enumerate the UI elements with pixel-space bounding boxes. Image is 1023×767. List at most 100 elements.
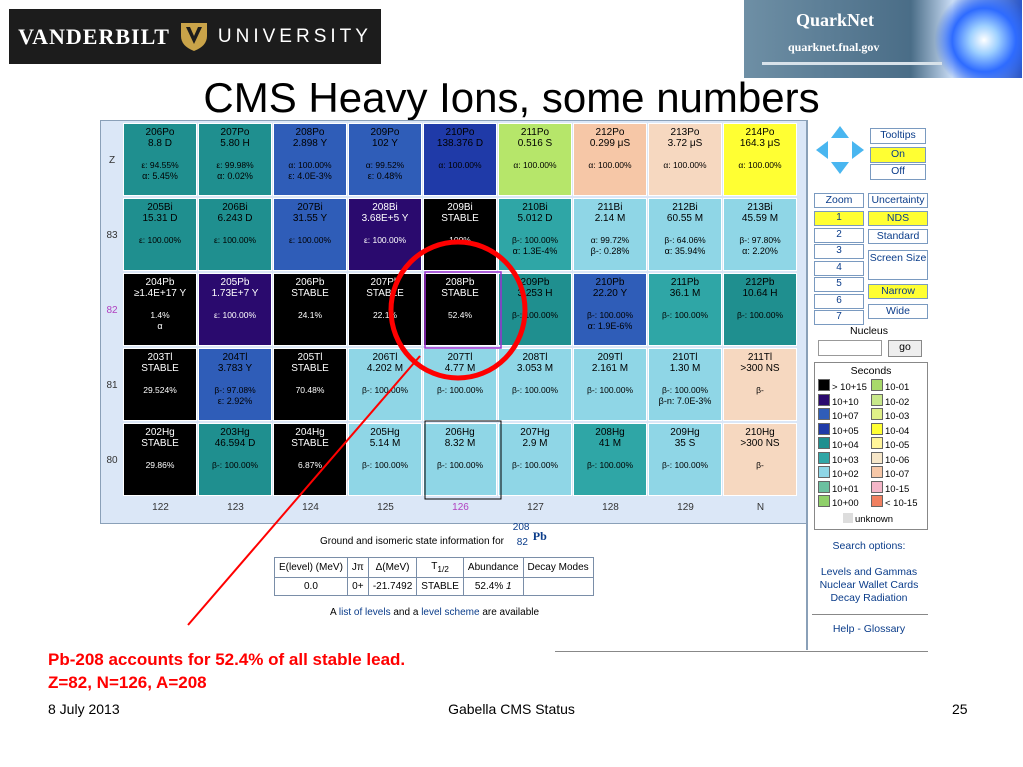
legend-swatch xyxy=(818,480,830,493)
nuclide-cell[interactable]: 209Tl 2.161 M β-: 100.00% xyxy=(573,348,647,421)
nuclide-cell[interactable]: 206Pb STABLE 24.1% xyxy=(273,273,347,346)
nuclide-cell[interactable]: 203Tl STABLE 29.524% xyxy=(123,348,197,421)
legend-item: > 10+15 xyxy=(818,379,867,393)
nuclide-cell[interactable]: 209Po 102 Y α: 99.52% ε: 0.48% xyxy=(348,123,422,196)
nuclide-hl: 3.253 H xyxy=(517,288,553,299)
tooltips-on-button[interactable]: On xyxy=(870,147,926,163)
nuclide-d1: 52.4% xyxy=(447,310,473,320)
legend-swatch xyxy=(818,466,830,478)
nuclide-cell[interactable]: 211Po 0.516 S α: 100.00% xyxy=(498,123,572,196)
nuclide-hl: 3.053 M xyxy=(516,363,554,374)
zoom-level-button[interactable]: 4 xyxy=(814,260,864,276)
nuclide-cell[interactable]: 202Hg STABLE 29.86% xyxy=(123,423,197,496)
nuclide-cell[interactable]: 206Hg 8.32 M β-: 100.00% xyxy=(423,423,497,496)
nuclide-cell[interactable]: 212Po 0.299 μS α: 100.00% xyxy=(573,123,647,196)
column-highlight-box xyxy=(424,420,502,500)
legend-swatch xyxy=(871,466,883,478)
nuclide-cell[interactable]: 207Pb STABLE 22.1% xyxy=(348,273,422,346)
tooltips-off-button[interactable]: Off xyxy=(870,164,926,180)
nuclide-cell[interactable]: 214Po 164.3 μS α: 100.00% xyxy=(723,123,797,196)
nuclide-cell[interactable]: 210Tl 1.30 M β-: 100.00% β-n: 7.0E-3% xyxy=(648,348,722,421)
nuclide-cell[interactable]: 207Hg 2.9 M β-: 100.00% xyxy=(498,423,572,496)
z-label: 83 xyxy=(106,230,118,241)
nuclide-cell[interactable]: 210Bi 5.012 D β-: 100.00% α: 1.3E-4% xyxy=(498,198,572,271)
search-options-label: Search options: xyxy=(832,540,906,552)
quarknet-url: quarknet.fnal.gov xyxy=(788,40,880,54)
nuclide-cell[interactable]: 207Tl 4.77 M β-: 100.00% xyxy=(423,348,497,421)
zoom-level-button[interactable]: 6 xyxy=(814,293,864,309)
nuclide-d1: 6.87% xyxy=(297,460,323,470)
zoom-level-button[interactable]: 1 xyxy=(814,211,864,226)
nuclide-nuc: 209Bi xyxy=(447,202,473,213)
legend-swatch xyxy=(818,379,830,391)
nucleus-input[interactable] xyxy=(818,340,882,356)
narrow-button[interactable]: Narrow xyxy=(868,284,928,299)
nuclide-cell[interactable]: 204Hg STABLE 6.87% xyxy=(273,423,347,496)
nds-button[interactable]: NDS xyxy=(868,211,928,226)
nuclide-cell[interactable]: 210Pb 22.20 Y β-: 100.00% α: 1.9E-6% xyxy=(573,273,647,346)
nuclide-hl: STABLE xyxy=(291,288,329,299)
link-levels-gammas[interactable]: Levels and Gammas xyxy=(820,566,918,578)
pan-arrows-icon[interactable] xyxy=(814,124,866,176)
nuclide-cell[interactable]: 203Hg 46.594 D β-: 100.00% xyxy=(198,423,272,496)
note-line-1: Pb-208 accounts for 52.4% of all stable … xyxy=(48,650,406,669)
nuclide-d2: α: 1.3E-4% xyxy=(512,246,558,256)
nuclide-d1: β-: 100.00% xyxy=(512,235,558,245)
nuclide-nuc: 209Hg xyxy=(670,427,700,438)
footer-date: 8 July 2013 xyxy=(48,701,120,717)
nuclide-cell[interactable]: 211Bi 2.14 M α: 99.72% β-: 0.28% xyxy=(573,198,647,271)
nuclide-cell[interactable]: 205Hg 5.14 M β-: 100.00% xyxy=(348,423,422,496)
nuclide-hl: 15.31 D xyxy=(142,213,178,224)
legend-label: 10-06 xyxy=(885,454,910,466)
nuclide-cell[interactable]: 210Po 138.376 D α: 100.00% xyxy=(423,123,497,196)
nuclide-nuc: 211Tl xyxy=(747,352,773,363)
nuclide-cell[interactable]: 208Po 2.898 Y α: 100.00% ε: 4.0E-3% xyxy=(273,123,347,196)
nuclide-hl: 1.73E+7 Y xyxy=(211,288,259,299)
nuclide-cell[interactable]: 213Po 3.72 μS α: 100.00% xyxy=(648,123,722,196)
nuclide-nuc: 206Hg xyxy=(445,427,475,438)
nuclide-cell[interactable]: 205Bi 15.31 D ε: 100.00% xyxy=(123,198,197,271)
nuclide-cell[interactable]: 212Pb 10.64 H β-: 100.00% xyxy=(723,273,797,346)
nuclide-cell[interactable]: 207Bi 31.55 Y ε: 100.00% xyxy=(273,198,347,271)
nuclide-cell[interactable]: 211Pb 36.1 M β-: 100.00% xyxy=(648,273,722,346)
nuclide-hl: 6.243 D xyxy=(217,213,253,224)
nuclide-cell[interactable]: 208Tl 3.053 M β-: 100.00% xyxy=(498,348,572,421)
nuclide-cell[interactable]: 204Tl 3.783 Y β-: 97.08% ε: 2.92% xyxy=(198,348,272,421)
zoom-level-button[interactable]: 3 xyxy=(814,244,864,259)
nuclide-cell[interactable]: 212Bi 60.55 M β-: 64.06% α: 35.94% xyxy=(648,198,722,271)
nuclide-cell[interactable]: 209Pb 3.253 H β-: 100.00% xyxy=(498,273,572,346)
nuclide-cell[interactable]: 208Hg 41 M β-: 100.00% xyxy=(573,423,647,496)
nuclide-cell[interactable]: 211Tl >300 NS β- xyxy=(723,348,797,421)
zoom-level-button[interactable]: 5 xyxy=(814,277,864,292)
legend-swatch xyxy=(818,495,830,507)
nuclide-d1: 1.4% xyxy=(150,310,170,320)
nuclide-cell[interactable]: 205Tl STABLE 70.48% xyxy=(273,348,347,421)
link-nuclear-wallet-cards[interactable]: Nuclear Wallet Cards xyxy=(819,579,919,591)
standard-button[interactable]: Standard xyxy=(868,229,928,244)
zoom-level-button[interactable]: 7 xyxy=(814,310,864,325)
level-scheme-link[interactable]: level scheme xyxy=(421,607,480,618)
nuclide-cell[interactable]: 204Pb ≥1.4E+17 Y 1.4% α xyxy=(123,273,197,346)
nuclide-cell[interactable]: 206Tl 4.202 M β-: 100.00% xyxy=(348,348,422,421)
nuclide-cell[interactable]: 208Pb STABLE 52.4% xyxy=(423,273,497,346)
list-of-levels-link[interactable]: list of levels xyxy=(338,607,391,618)
nuclide-cell[interactable]: 206Bi 6.243 D ε: 100.00% xyxy=(198,198,272,271)
legend-label: 10+04 xyxy=(832,440,859,451)
nuclide-hl: STABLE xyxy=(291,438,329,449)
nuclide-cell[interactable]: 207Po 5.80 H ε: 99.98% α: 0.02% xyxy=(198,123,272,196)
nuclide-cell[interactable]: 205Pb 1.73E+7 Y ε: 100.00% xyxy=(198,273,272,346)
nuclide-cell[interactable]: 209Hg 35 S β-: 100.00% xyxy=(648,423,722,496)
link-decay-radiation[interactable]: Decay Radiation xyxy=(830,592,908,604)
nuclide-cell[interactable]: 208Bi 3.68E+5 Y ε: 100.00% xyxy=(348,198,422,271)
nuclide-cell[interactable]: 210Hg >300 NS β- xyxy=(723,423,797,496)
nuclide-nuc: 208Po xyxy=(295,127,325,138)
zoom-level-button[interactable]: 2 xyxy=(814,227,864,243)
nuclide-cell[interactable]: 206Po 8.8 D ε: 94.55% α: 5.45% xyxy=(123,123,197,196)
nuclide-nuc: 209Pb xyxy=(520,277,550,288)
nuclide-nuc: 211Pb xyxy=(670,277,700,288)
help-glossary-link[interactable]: Help - Glossary xyxy=(832,623,906,635)
wide-button[interactable]: Wide xyxy=(868,304,928,319)
nuclide-cell[interactable]: 213Bi 45.59 M β-: 97.80% α: 2.20% xyxy=(723,198,797,271)
go-button[interactable]: go xyxy=(888,340,922,357)
legend-item: 10+03 xyxy=(818,451,859,466)
